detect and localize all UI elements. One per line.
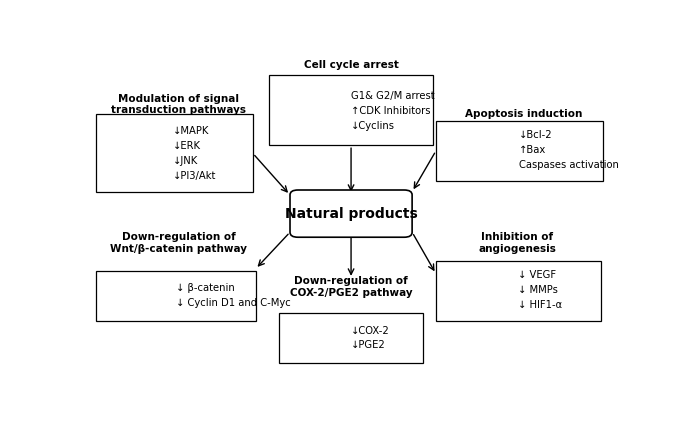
Text: Inhibition of
angiogenesis: Inhibition of angiogenesis (478, 232, 556, 254)
FancyBboxPatch shape (96, 271, 256, 321)
FancyBboxPatch shape (96, 114, 253, 192)
FancyBboxPatch shape (269, 75, 434, 145)
Text: Down-regulation of
COX-2/PGE2 pathway: Down-regulation of COX-2/PGE2 pathway (290, 276, 412, 298)
Text: ↓COX-2
↓PGE2: ↓COX-2 ↓PGE2 (351, 326, 390, 350)
FancyBboxPatch shape (279, 313, 423, 363)
Text: Modulation of signal
transduction pathways: Modulation of signal transduction pathwa… (111, 94, 246, 115)
FancyBboxPatch shape (436, 121, 603, 181)
Text: G1& G2/M arrest
↑CDK Inhibitors
↓Cyclins: G1& G2/M arrest ↑CDK Inhibitors ↓Cyclins (351, 91, 435, 131)
Text: Down-regulation of
Wnt/β-catenin pathway: Down-regulation of Wnt/β-catenin pathway (110, 232, 247, 254)
FancyBboxPatch shape (436, 261, 601, 321)
Text: ↓ VEGF
↓ MMPs
↓ HIF1-α: ↓ VEGF ↓ MMPs ↓ HIF1-α (519, 270, 562, 310)
FancyBboxPatch shape (290, 190, 412, 237)
Text: Cell cycle arrest: Cell cycle arrest (303, 60, 399, 70)
Text: Apoptosis induction: Apoptosis induction (465, 109, 582, 119)
Text: ↓Bcl-2
↑Bax
Caspases activation: ↓Bcl-2 ↑Bax Caspases activation (519, 130, 619, 170)
Text: ↓MAPK
↓ERK
↓JNK
↓PI3/Akt: ↓MAPK ↓ERK ↓JNK ↓PI3/Akt (173, 126, 216, 181)
Text: ↓ β-catenin
↓ Cyclin D1 and C-Myc: ↓ β-catenin ↓ Cyclin D1 and C-Myc (176, 283, 290, 308)
Text: Natural products: Natural products (285, 206, 417, 221)
